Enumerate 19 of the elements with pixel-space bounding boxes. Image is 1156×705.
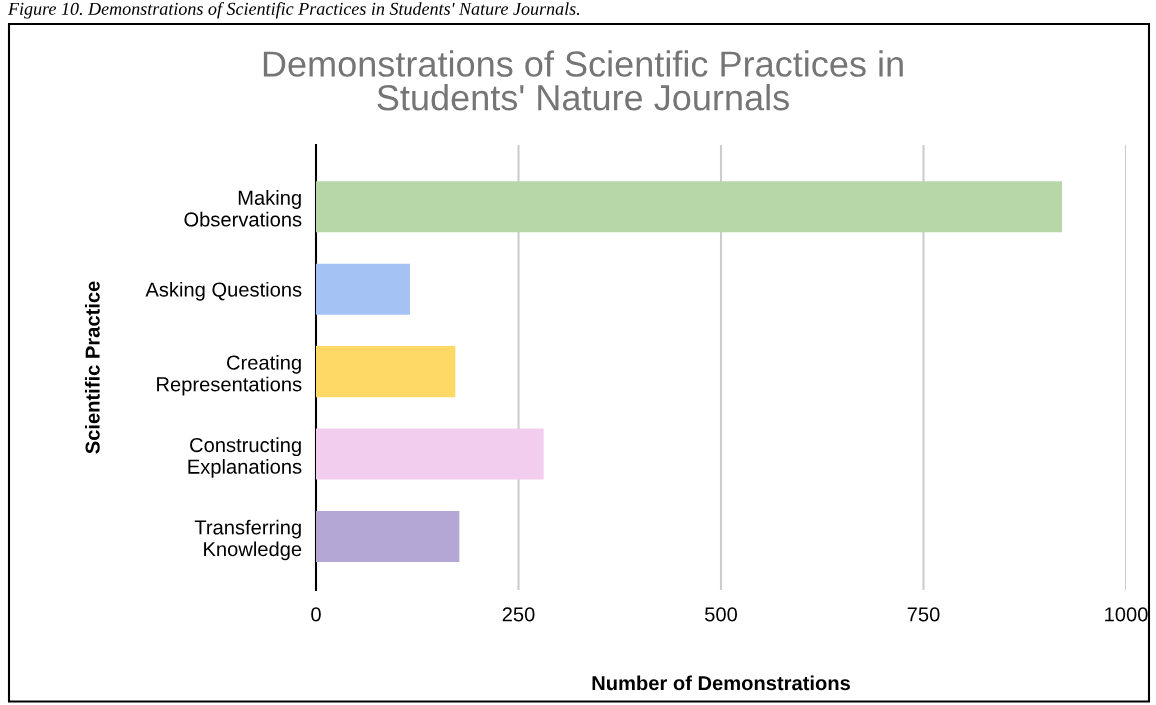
x-tick-label: 250 — [502, 607, 535, 622]
y-tick-label: Asking Questions — [145, 281, 302, 301]
x-tick-label: 1000 — [1105, 607, 1148, 622]
y-axis-title: Scientific Practice — [84, 281, 100, 454]
x-tick-label: 0 — [311, 607, 321, 622]
x-tick-label: 500 — [705, 607, 738, 622]
bar — [316, 510, 460, 562]
bar — [316, 428, 544, 480]
y-tick-label: Creating Representations — [157, 354, 302, 396]
x-axis-title: Number of Demonstrations — [592, 675, 850, 691]
y-tick-label: Transferring Knowledge — [194, 519, 302, 561]
chart-title: Demonstrations of Scientific Practices in Students' Nature Journals — [263, 50, 903, 111]
bar — [316, 263, 410, 315]
caption: Figure 10. Demonstrations of Scientific Practices in Students' Nature Journals. — [7, 2, 580, 19]
bar — [316, 346, 456, 398]
y-tick-label: Constructing Explanations — [188, 437, 302, 478]
bar — [316, 181, 1063, 233]
x-tick-label: 750 — [907, 607, 940, 622]
y-tick-label: Making Observations — [184, 190, 302, 227]
